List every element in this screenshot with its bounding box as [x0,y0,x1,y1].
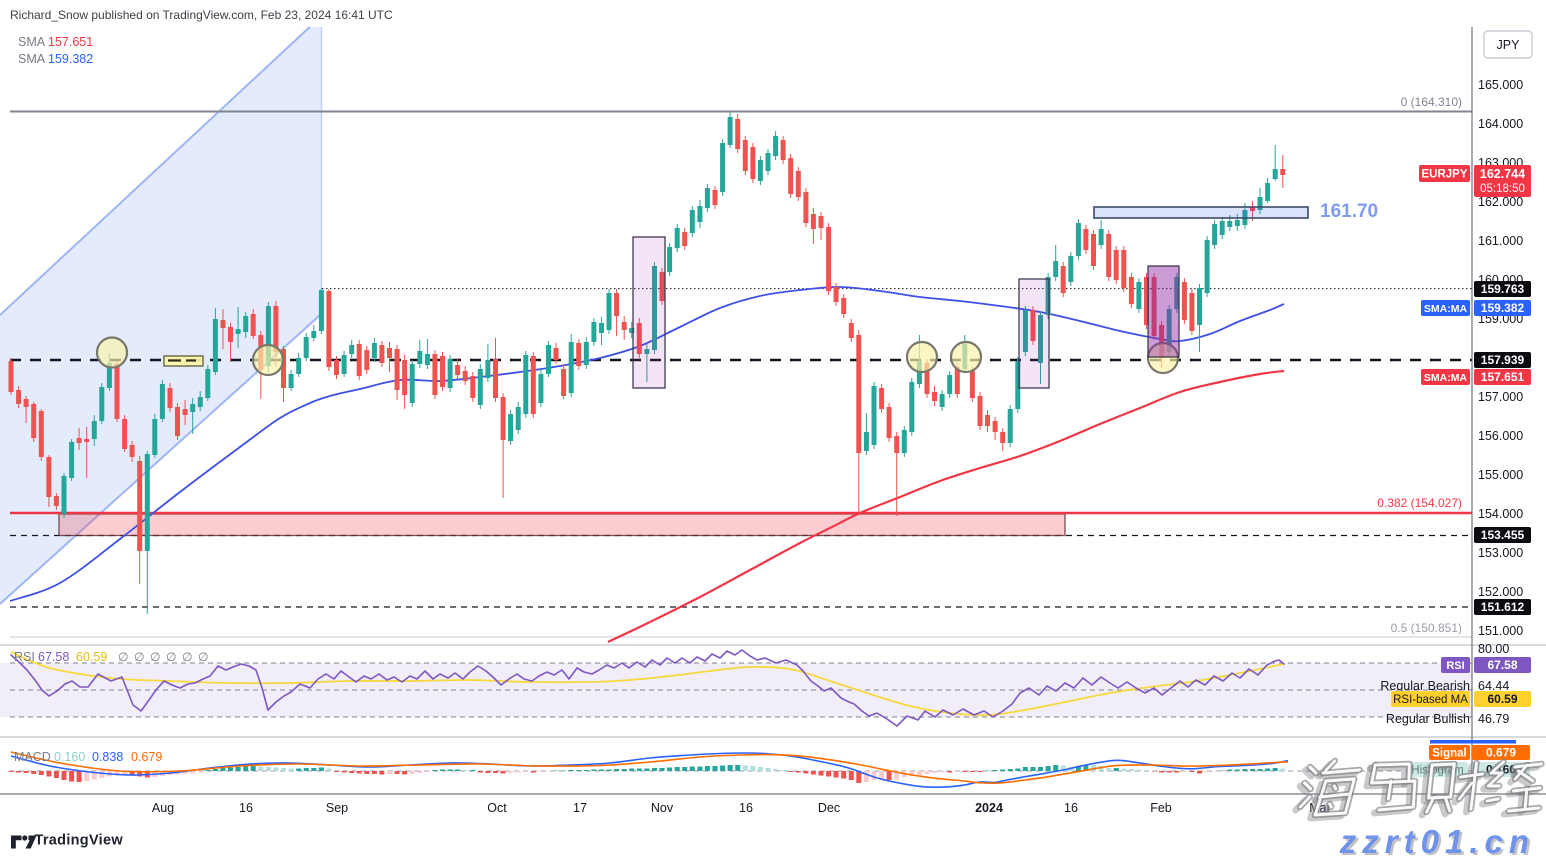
svg-text:EURJPY: EURJPY [1421,169,1467,181]
svg-text:Regular Bullish: Regular Bullish [1386,712,1470,726]
svg-text:161.000: 161.000 [1478,234,1523,248]
svg-text:67.58: 67.58 [38,650,69,664]
svg-text:Sep: Sep [326,801,348,815]
svg-text:TradingView: TradingView [35,833,124,849]
svg-text:∅: ∅ [182,650,192,664]
svg-text:∅: ∅ [134,650,144,664]
svg-text:05:18:50: 05:18:50 [1480,183,1525,195]
svg-text:153.455: 153.455 [1481,528,1525,542]
svg-text:164.000: 164.000 [1478,117,1523,131]
svg-text:0.5 (150.851): 0.5 (150.851) [1391,621,1462,635]
svg-text:∅: ∅ [166,650,176,664]
svg-text:16: 16 [739,801,753,815]
svg-text:162.000: 162.000 [1478,195,1523,209]
svg-text:RSI: RSI [1446,660,1464,672]
svg-text:Nov: Nov [651,801,674,815]
svg-text:RSI: RSI [14,650,35,664]
svg-text:Regular Bearish: Regular Bearish [1380,679,1470,693]
svg-text:∅: ∅ [198,650,208,664]
svg-text:155.000: 155.000 [1478,468,1523,482]
svg-text:16: 16 [239,801,253,815]
svg-text:SMA: SMA [18,35,46,49]
svg-text:161.70: 161.70 [1320,201,1378,222]
svg-text:153.000: 153.000 [1478,546,1523,560]
svg-text:∅: ∅ [150,650,160,664]
svg-text:151.612: 151.612 [1481,600,1525,614]
svg-text:0.160: 0.160 [54,750,85,764]
svg-text:156.000: 156.000 [1478,429,1523,443]
svg-text:151.000: 151.000 [1478,624,1523,638]
svg-text:2024: 2024 [975,801,1003,815]
svg-text:zzrt01.cn: zzrt01.cn [1339,823,1535,857]
svg-text:0.679: 0.679 [1486,746,1516,760]
svg-text:162.744: 162.744 [1480,167,1525,181]
svg-text:∅: ∅ [118,650,128,664]
svg-text:SMA:MA: SMA:MA [1424,372,1468,384]
svg-text:152.000: 152.000 [1478,585,1523,599]
svg-text:0.679: 0.679 [131,750,162,764]
svg-text:Richard_Snow published on Trad: Richard_Snow published on TradingView.co… [10,8,393,22]
svg-text:159.382: 159.382 [1481,301,1525,315]
svg-text:Signal: Signal [1432,748,1467,760]
svg-text:0.382 (154.027): 0.382 (154.027) [1377,496,1462,510]
svg-text:157.939: 157.939 [1481,353,1525,367]
svg-text:17: 17 [573,801,587,815]
svg-text:46.79: 46.79 [1478,712,1509,726]
svg-text:MACD: MACD [14,750,51,764]
svg-text:Feb: Feb [1150,801,1172,815]
svg-text:SMA:MA: SMA:MA [1424,303,1468,315]
svg-text:Oct: Oct [487,801,507,815]
svg-text:zzrt01.cn: zzrt01.cn [1341,825,1537,857]
svg-text:0 (164.310): 0 (164.310) [1401,95,1462,109]
svg-text:60.59: 60.59 [1487,692,1517,706]
svg-text:SMA: SMA [18,52,46,66]
svg-text:157.651: 157.651 [1481,370,1525,384]
svg-text:157.000: 157.000 [1478,390,1523,404]
svg-text:154.000: 154.000 [1478,507,1523,521]
svg-text:Aug: Aug [152,801,174,815]
svg-text:159.382: 159.382 [48,52,93,66]
svg-text:159.763: 159.763 [1481,282,1525,296]
svg-text:67.58: 67.58 [1487,658,1517,672]
svg-text:64.44: 64.44 [1478,679,1509,693]
svg-text:16: 16 [1064,801,1078,815]
svg-text:0.838: 0.838 [92,750,123,764]
svg-text:80.00: 80.00 [1478,642,1509,656]
svg-text:JPY: JPY [1497,38,1521,52]
svg-text:157.651: 157.651 [48,35,93,49]
svg-text:Dec: Dec [818,801,840,815]
svg-text:RSI-based MA: RSI-based MA [1393,694,1468,706]
svg-text:165.000: 165.000 [1478,78,1523,92]
svg-text:60.59: 60.59 [76,650,107,664]
